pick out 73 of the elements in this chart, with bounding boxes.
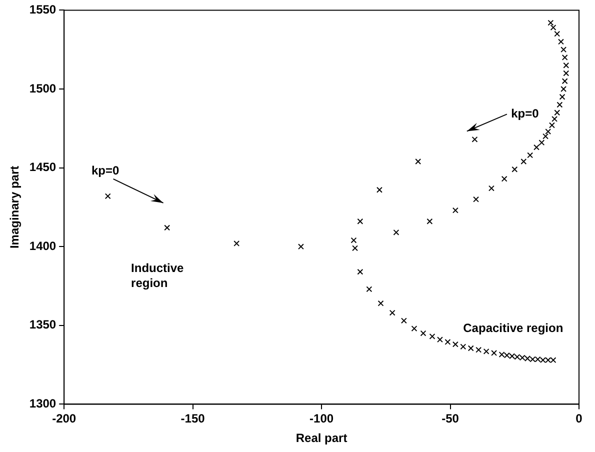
x-tick-label: 0 xyxy=(576,412,583,426)
x-axis-title: Real part xyxy=(296,431,348,446)
point xyxy=(514,354,520,360)
point xyxy=(483,348,490,354)
point xyxy=(550,357,556,364)
y-tick-label: 1450 xyxy=(29,160,56,174)
point xyxy=(429,333,436,340)
annotation: Inductive region xyxy=(131,260,184,290)
point xyxy=(560,86,567,92)
point xyxy=(520,158,527,164)
point xyxy=(527,152,534,158)
point xyxy=(350,237,357,244)
point xyxy=(400,318,407,324)
point xyxy=(476,346,482,353)
point xyxy=(530,356,536,362)
point xyxy=(473,196,479,202)
point xyxy=(437,336,443,343)
x-tick-label: -150 xyxy=(180,412,206,426)
x-tick-label: -50 xyxy=(442,412,460,426)
point xyxy=(352,245,358,252)
point xyxy=(452,207,458,214)
point xyxy=(415,158,422,164)
x-tick-label: -200 xyxy=(52,412,76,426)
point xyxy=(366,286,372,292)
point xyxy=(426,218,433,224)
point xyxy=(519,354,526,361)
y-tick-label: 1400 xyxy=(29,238,56,253)
point xyxy=(393,229,400,236)
point xyxy=(554,30,560,37)
point xyxy=(562,78,568,84)
point xyxy=(452,341,458,348)
point xyxy=(512,166,518,172)
point xyxy=(559,94,566,100)
point xyxy=(509,353,516,360)
point xyxy=(534,356,541,362)
x-tick-label: -100 xyxy=(310,412,334,426)
point xyxy=(234,240,240,246)
annotation: kp=0 xyxy=(511,106,540,121)
point xyxy=(444,338,451,345)
point xyxy=(357,268,364,275)
point xyxy=(164,224,170,231)
annotation: Capacitive region xyxy=(463,320,564,335)
point xyxy=(538,140,545,146)
point xyxy=(389,310,396,316)
point xyxy=(540,357,546,364)
point xyxy=(491,350,498,356)
point xyxy=(524,356,530,362)
point xyxy=(420,330,426,336)
point xyxy=(357,218,364,224)
point xyxy=(488,185,494,192)
point xyxy=(104,193,111,200)
y-tick-label: 1550 xyxy=(29,2,56,17)
point xyxy=(556,102,563,108)
point xyxy=(504,352,510,358)
point xyxy=(472,136,478,142)
point xyxy=(562,54,568,60)
y-tick-label: 1300 xyxy=(29,396,56,411)
y-tick-label: 1350 xyxy=(29,318,56,332)
point xyxy=(558,38,564,45)
y-tick-label: 1500 xyxy=(29,81,56,96)
point xyxy=(468,345,474,352)
point xyxy=(376,186,382,193)
annotation: kp=0 xyxy=(91,163,120,178)
point xyxy=(498,352,505,358)
point xyxy=(411,326,418,332)
y-axis-title: Imaginary part xyxy=(8,166,22,249)
point xyxy=(534,144,540,150)
point xyxy=(560,46,567,53)
point xyxy=(545,357,552,364)
point xyxy=(460,344,466,350)
point xyxy=(378,300,384,306)
point xyxy=(501,176,508,182)
point xyxy=(298,244,304,250)
